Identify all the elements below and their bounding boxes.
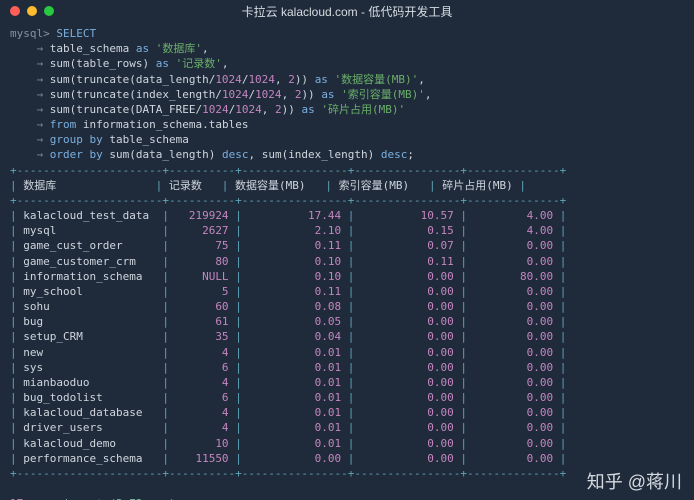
watermark: 知乎 @蒋川 <box>587 468 682 494</box>
terminal-content: mysql> SELECT → table_schema as '数据库', →… <box>0 22 694 500</box>
window-title: 卡拉云 kalacloud.com - 低代码开发工具 <box>242 3 453 20</box>
maximize-dot[interactable] <box>44 6 54 16</box>
close-dot[interactable] <box>10 6 20 16</box>
terminal-window: 卡拉云 kalacloud.com - 低代码开发工具 mysql> SELEC… <box>0 0 694 500</box>
minimize-dot[interactable] <box>27 6 37 16</box>
traffic-lights <box>10 6 54 16</box>
titlebar: 卡拉云 kalacloud.com - 低代码开发工具 <box>0 0 694 22</box>
